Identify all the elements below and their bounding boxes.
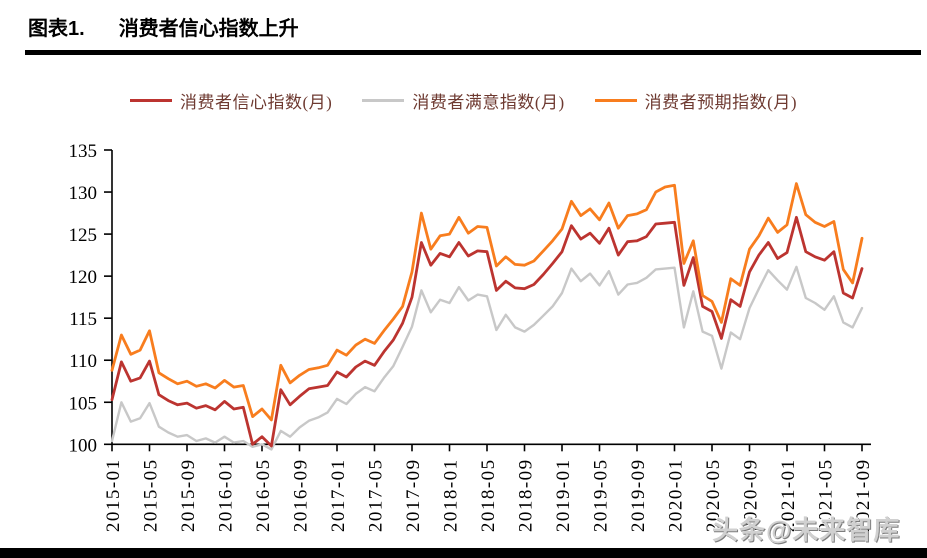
legend-item-confidence: 消费者信心指数(月) [130, 88, 332, 113]
satisfaction-line [110, 265, 864, 451]
title-underline [25, 50, 921, 55]
x-tick-label: 2020-05 [703, 458, 724, 532]
y-tick-label: 135 [69, 141, 98, 162]
bottom-rule [0, 548, 927, 558]
satisfaction-line-swatch [362, 99, 405, 102]
x-tick-label: 2019-05 [591, 458, 612, 532]
line-chart: 100 105 110 115 120 125 130 135 2015-01 2015-05 20… [69, 141, 875, 532]
y-tick-label: 115 [69, 309, 97, 330]
chart-legend: 消费者信心指数(月) 消费者满意指数(月) 消费者预期指数(月) [0, 88, 927, 113]
x-tick-label: 2016-01 [216, 458, 237, 532]
x-tick-label: 2017-05 [366, 458, 387, 532]
legend-item-expectation: 消费者预期指数(月) [594, 88, 797, 113]
x-tick-label: 2018-01 [441, 458, 462, 532]
x-tick-label: 2019-09 [628, 458, 649, 532]
figure-label: 图表1. [28, 18, 85, 40]
x-tick-label: 2017-09 [403, 458, 424, 532]
page-title: 消费者信心指数上升 [118, 18, 299, 40]
x-tick-label: 2016-09 [291, 458, 312, 532]
watermark: 头条@未来智库 [712, 515, 901, 545]
confidence-line-swatch [130, 99, 172, 102]
y-tick-label: 125 [69, 225, 98, 246]
x-tick-label: 2018-05 [478, 458, 499, 532]
x-tick-label: 2018-09 [516, 458, 537, 532]
x-tick-label: 2021-05 [816, 458, 837, 532]
expectation-line [110, 182, 864, 422]
x-tick-label: 2017-01 [328, 458, 349, 532]
x-tick-label: 2015-01 [103, 458, 124, 532]
x-tick-label: 2020-01 [666, 458, 687, 532]
y-tick-label: 105 [69, 393, 98, 414]
y-tick-label: 110 [69, 351, 97, 372]
x-tick-label: 2015-05 [141, 458, 162, 532]
x-tick-label: 2020-09 [741, 458, 762, 532]
legend-item-satisfaction: 消费者满意指数(月) [362, 88, 564, 113]
x-tick-label: 2015-09 [178, 458, 199, 532]
expectation-line-swatch [594, 99, 637, 102]
legend-label-satisfaction: 消费者满意指数(月) [412, 93, 565, 112]
y-tick-label: 130 [69, 183, 98, 204]
x-tick-label: 2019-01 [553, 458, 574, 532]
x-tick-label: 2021-01 [778, 458, 799, 532]
legend-label-expectation: 消费者预期指数(月) [644, 93, 797, 112]
x-tick-label: 2016-05 [253, 458, 274, 532]
y-tick-label: 120 [69, 267, 98, 288]
x-tick-label: 2021-09 [853, 458, 874, 532]
y-tick-label: 100 [69, 435, 98, 456]
chart-header: 图表1. 消费者信心指数上升 [28, 12, 299, 41]
legend-label-confidence: 消费者信心指数(月) [180, 93, 333, 112]
confidence-line [110, 215, 864, 448]
